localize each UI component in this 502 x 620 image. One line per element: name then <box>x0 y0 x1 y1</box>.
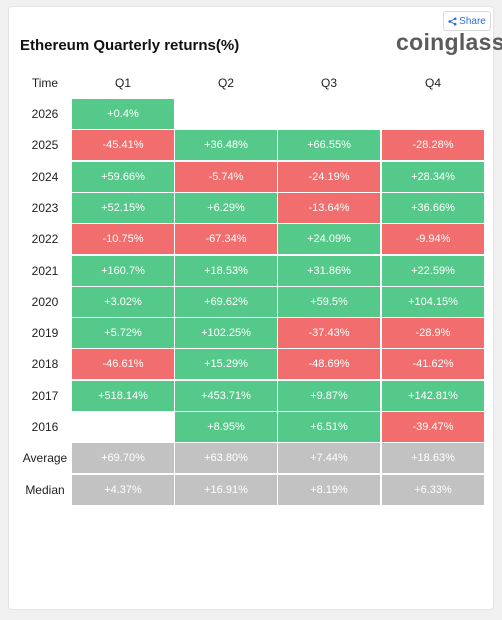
stat-cell: +7.44% <box>278 443 380 473</box>
header-q3: Q3 <box>320 76 337 90</box>
return-cell: +52.15% <box>72 193 174 223</box>
return-cell: +22.59% <box>382 256 484 286</box>
return-cell: +3.02% <box>72 287 174 317</box>
year-label: 2022 <box>31 232 59 246</box>
return-cell: -67.34% <box>175 224 277 254</box>
return-cell: -28.28% <box>382 130 484 160</box>
share-label: Share <box>459 15 486 27</box>
return-cell: -10.75% <box>72 224 174 254</box>
return-cell: +160.7% <box>72 256 174 286</box>
return-cell: +453.71% <box>175 381 277 411</box>
return-cell: +142.81% <box>382 381 484 411</box>
stat-label: Median <box>25 483 65 497</box>
return-cell <box>278 99 380 129</box>
return-cell: +28.34% <box>382 162 484 192</box>
return-cell: +6.51% <box>278 412 380 442</box>
stat-cell: +4.37% <box>72 475 174 505</box>
return-cell: +104.15% <box>382 287 484 317</box>
return-cell: -41.62% <box>382 349 484 379</box>
return-cell: +69.62% <box>175 287 277 317</box>
header-q1: Q1 <box>114 76 131 90</box>
year-label: 2016 <box>31 420 59 434</box>
return-cell: -37.43% <box>278 318 380 348</box>
year-label: 2017 <box>31 389 59 403</box>
stat-label: Average <box>22 451 68 465</box>
return-cell: +9.87% <box>278 381 380 411</box>
return-cell: +36.66% <box>382 193 484 223</box>
year-label: 2020 <box>31 295 59 309</box>
return-cell <box>382 99 484 129</box>
return-cell: -28.9% <box>382 318 484 348</box>
stat-cell: +6.33% <box>382 475 484 505</box>
page-title: Ethereum Quarterly returns(%) <box>20 37 240 54</box>
return-cell: -24.19% <box>278 162 380 192</box>
stat-cell: +16.91% <box>175 475 277 505</box>
year-label: 2024 <box>31 170 59 184</box>
stat-cell: +63.80% <box>175 443 277 473</box>
return-cell <box>175 99 277 129</box>
return-cell: -39.47% <box>382 412 484 442</box>
return-cell: -45.41% <box>72 130 174 160</box>
return-cell: +24.09% <box>278 224 380 254</box>
returns-card: Share Ethereum Quarterly returns(%) coin… <box>8 6 502 611</box>
year-label: 2026 <box>31 107 59 121</box>
return-cell: +6.29% <box>175 193 277 223</box>
return-cell: -48.69% <box>278 349 380 379</box>
returns-table: Time Q1 Q2 Q3 Q4 2026 +0.4% 2025 -45.41% +36.48% +… <box>9 7 495 611</box>
return-cell <box>72 412 174 442</box>
brand-logo: coinglass <box>396 29 502 55</box>
return-cell: +59.5% <box>278 287 380 317</box>
return-cell: -5.74% <box>175 162 277 192</box>
return-cell: +8.95% <box>175 412 277 442</box>
return-cell: +36.48% <box>175 130 277 160</box>
share-button[interactable]: Share <box>443 11 491 31</box>
year-label: 2021 <box>31 264 59 278</box>
year-label: 2023 <box>31 201 59 215</box>
return-cell: +31.86% <box>278 256 380 286</box>
return-cell: +66.55% <box>278 130 380 160</box>
year-label: 2025 <box>31 138 59 152</box>
stat-cell: +69.70% <box>72 443 174 473</box>
return-cell: +102.25% <box>175 318 277 348</box>
return-cell: +15.29% <box>175 349 277 379</box>
share-icon <box>448 16 457 26</box>
return-cell: -13.64% <box>278 193 380 223</box>
header-time: Time <box>31 76 59 90</box>
return-cell: +18.53% <box>175 256 277 286</box>
stat-cell: +8.19% <box>278 475 380 505</box>
stat-cell: +18.63% <box>382 443 484 473</box>
header-q4: Q4 <box>424 76 441 90</box>
return-cell: +518.14% <box>72 381 174 411</box>
year-label: 2019 <box>31 326 59 340</box>
return-cell: +5.72% <box>72 318 174 348</box>
return-cell: +0.4% <box>72 99 174 129</box>
return-cell: -46.61% <box>72 349 174 379</box>
return-cell: -9.94% <box>382 224 484 254</box>
year-label: 2018 <box>31 357 59 371</box>
header-q2: Q2 <box>217 76 234 90</box>
return-cell: +59.66% <box>72 162 174 192</box>
